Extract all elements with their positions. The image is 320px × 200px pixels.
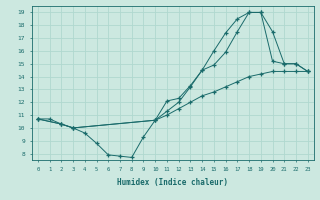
X-axis label: Humidex (Indice chaleur): Humidex (Indice chaleur) bbox=[117, 178, 228, 186]
